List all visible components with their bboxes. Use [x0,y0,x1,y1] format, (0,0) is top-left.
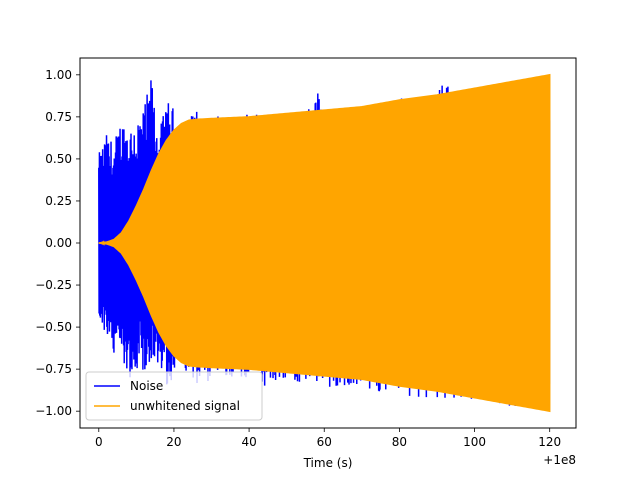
x-axis-offset-label: +1e8 [543,453,576,467]
x-tick-label: 40 [241,435,256,449]
legend-label: unwhitened signal [130,399,240,413]
y-tick-label: 0.50 [45,152,72,166]
y-axis: −1.00 −0.75 −0.50 −0.25 0.00 0.25 0.50 0.75 1.00 [35,68,80,418]
x-tick-label: 80 [392,435,407,449]
x-axis: 0 20 40 60 80 100 120 [95,428,561,449]
y-tick-label: 0.75 [45,110,72,124]
x-axis-label: Time (s) [303,456,353,470]
plot-area [98,73,551,413]
x-tick-label: 60 [317,435,332,449]
y-tick-label: 1.00 [45,68,72,82]
x-tick-label: 20 [166,435,181,449]
x-tick-label: 100 [463,435,486,449]
x-tick-label: 0 [95,435,103,449]
y-tick-label: −1.00 [35,404,72,418]
series-fill-unwhitened-signal [98,73,551,413]
y-tick-label: 0.25 [45,194,72,208]
legend-box [85,371,263,421]
legend: Noise unwhitened signal [85,371,263,421]
legend-label: Noise [130,379,163,393]
y-tick-label: −0.50 [35,320,72,334]
x-tick-label: 120 [538,435,561,449]
y-tick-label: 0.00 [45,236,72,250]
y-tick-label: −0.75 [35,362,72,376]
y-tick-label: −0.25 [35,278,72,292]
